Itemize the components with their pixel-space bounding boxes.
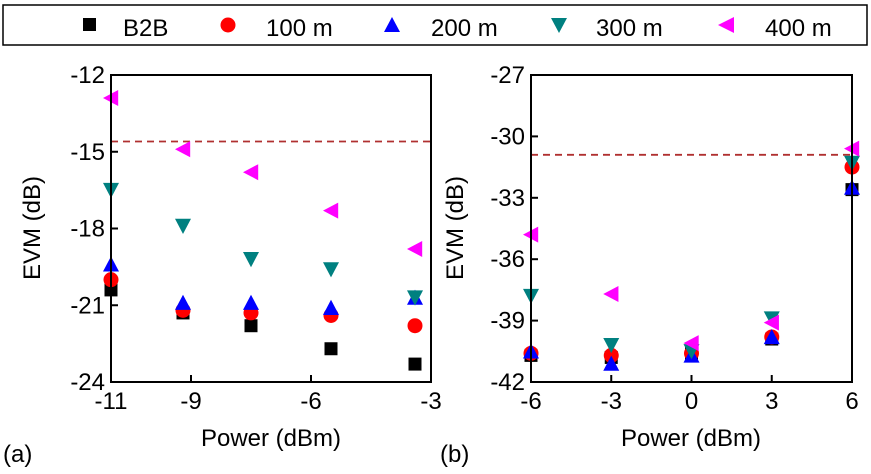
panel-b-tag: (b) — [440, 441, 469, 468]
panel-b-y-tick-label: -33 — [490, 185, 525, 212]
panel-b-x-tick-label: 6 — [845, 388, 858, 415]
legend-marker-200m — [384, 17, 400, 32]
legend-item-200m: 200 m — [384, 15, 498, 42]
panel-b-point-300m — [603, 337, 620, 354]
panel-b-points — [523, 140, 860, 371]
panel-b-y-tick-label: -39 — [490, 308, 525, 335]
legend-label-100m: 100 m — [266, 15, 333, 42]
panel-a-point-200m — [243, 294, 259, 310]
panel-a: -11 -9 -6 -3 -24 -21 -18 -15 -12 EVM (dB) Power … — [3, 62, 442, 468]
panel-a-point-400m — [407, 240, 423, 257]
legend-label-200m: 200 m — [431, 15, 498, 42]
panel-b-point-400m — [683, 335, 699, 352]
legend-item-300m: 300 m — [551, 15, 663, 42]
panel-b-frame — [530, 74, 853, 383]
panel-a-x-tick-label: -6 — [300, 388, 321, 415]
panel-b-point-400m — [603, 285, 619, 302]
panel-a-point-300m — [323, 262, 339, 278]
panel-a-point-b2b — [408, 357, 422, 371]
legend-label-b2b: B2B — [123, 15, 168, 42]
panel-b-point-100m — [603, 347, 619, 363]
panel-a-y-tick-label: -18 — [70, 216, 105, 243]
panel-a-point-b2b — [244, 319, 258, 333]
panel-b-axes: -6 -3 0 3 6-42-39-36-33-30-27 — [490, 62, 858, 415]
legend-label-400m: 400 m — [765, 15, 832, 42]
panel-a-x-tick-label: -9 — [180, 388, 201, 415]
panel-a-point-300m — [243, 252, 259, 268]
legend-label-300m: 300 m — [596, 15, 663, 42]
legend-item-100m: 100 m — [220, 15, 333, 42]
panel-a-frame — [110, 74, 432, 383]
panel-a-x-label: Power (dBm) — [201, 425, 341, 452]
panel-a-point-b2b — [324, 342, 338, 356]
panel-a-y-label: EVM (dB) — [19, 176, 46, 280]
panel-b-y-tick-label: -30 — [490, 123, 525, 150]
legend-marker-100m — [220, 17, 236, 33]
panel-a-y-tick-label: -21 — [70, 292, 105, 319]
panel-a-point-100m — [407, 318, 423, 334]
legend-marker-b2b — [83, 18, 96, 31]
panel-a-x-tick-label: -3 — [420, 388, 441, 415]
panel-a-points — [103, 90, 423, 371]
panel-b-point-200m — [603, 355, 620, 371]
panel-b-point-400m — [763, 314, 779, 331]
panel-b-y-tick-label: -42 — [490, 369, 525, 396]
legend-item-b2b: B2B — [83, 15, 168, 42]
panel-b-y-label: EVM (dB) — [442, 176, 469, 280]
panel-b-x-tick-label: 0 — [685, 388, 698, 415]
panel-a-y-tick-label: -12 — [70, 62, 105, 89]
legend-item-400m: 400 m — [718, 15, 832, 42]
panel-a-point-400m — [323, 202, 339, 219]
panel-a-point-300m — [407, 290, 423, 306]
panel-a-y-tick-label: -24 — [70, 369, 105, 396]
panel-b-x-tick-label: 3 — [765, 388, 778, 415]
panel-b-x-label: Power (dBm) — [621, 425, 761, 452]
panel-b-x-tick-label: -3 — [601, 388, 622, 415]
panel-a-point-400m — [243, 164, 259, 181]
panel-a-y-tick-label: -15 — [70, 139, 105, 166]
legend-marker-300m — [551, 18, 567, 33]
panel-b-y-tick-label: -36 — [490, 246, 525, 273]
panel-a-tag: (a) — [3, 441, 32, 468]
panel-a-axes: -11 -9 -6 -3 -24 -21 -18 -15 -12 — [70, 62, 441, 415]
panel-b-x-tick-label: -6 — [520, 388, 541, 415]
legend-marker-400m — [718, 17, 734, 33]
panel-a-point-200m — [175, 294, 191, 310]
panel-b: -6 -3 0 3 6-42-39-36-33-30-27 EVM (dB) Power… — [440, 62, 860, 468]
panel-b-y-tick-label: -27 — [490, 62, 525, 89]
panel-a-point-200m — [323, 299, 339, 316]
panel-a-x-tick-label: -11 — [95, 388, 128, 415]
panel-a-point-300m — [175, 218, 191, 234]
legend: B2B 100 m 200 m 300 m 400 m — [2, 4, 868, 46]
panel-b-point-200m — [763, 328, 780, 345]
panel-a-point-400m — [175, 141, 191, 158]
